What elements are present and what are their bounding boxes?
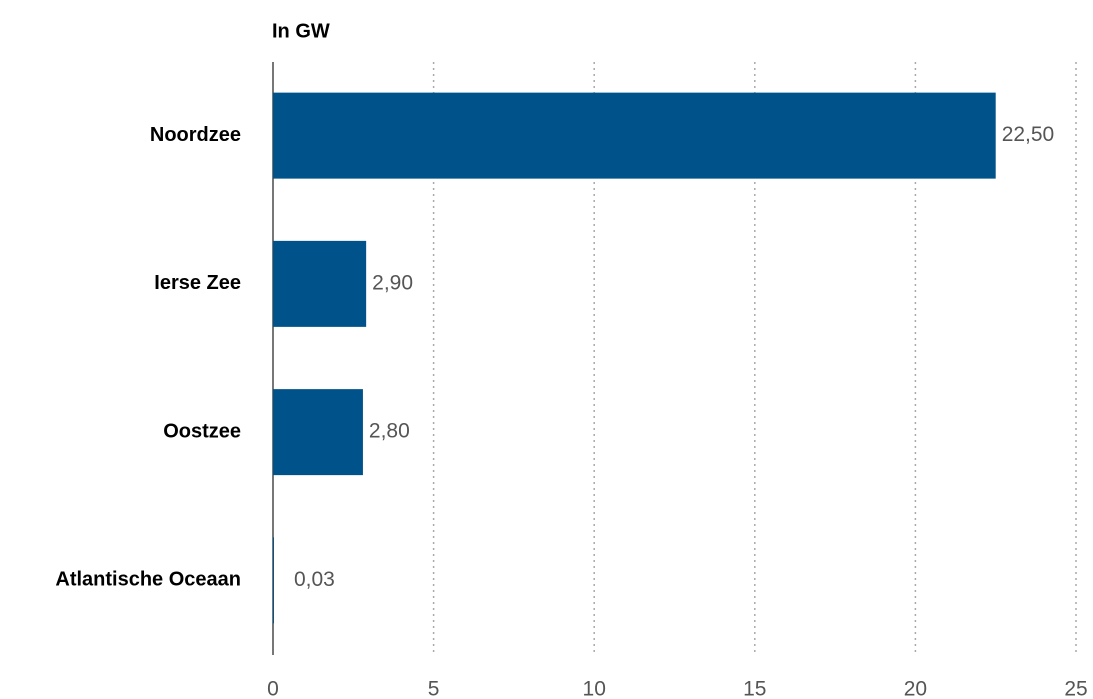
x-tick-label: 0 bbox=[267, 678, 279, 699]
category-label: Atlantische Oceaan bbox=[55, 569, 241, 591]
value-label: 2,80 bbox=[369, 420, 410, 443]
x-tick-label: 25 bbox=[1064, 678, 1087, 699]
x-tick-label: 5 bbox=[428, 678, 440, 699]
bar bbox=[273, 240, 367, 327]
x-tick-label: 10 bbox=[583, 678, 606, 699]
value-label: 0,03 bbox=[294, 568, 335, 591]
category-label: Ierse Zee bbox=[154, 272, 241, 294]
bar bbox=[273, 537, 274, 624]
value-label: 2,90 bbox=[372, 271, 413, 294]
x-tick-label: 15 bbox=[743, 678, 766, 699]
bar bbox=[273, 389, 363, 476]
x-tick-label: 20 bbox=[904, 678, 927, 699]
value-label: 22,50 bbox=[1002, 123, 1055, 146]
category-label: Noordzee bbox=[150, 124, 241, 146]
bar bbox=[273, 92, 996, 179]
category-label: Oostzee bbox=[163, 420, 241, 442]
chart-title: In GW bbox=[272, 20, 330, 42]
